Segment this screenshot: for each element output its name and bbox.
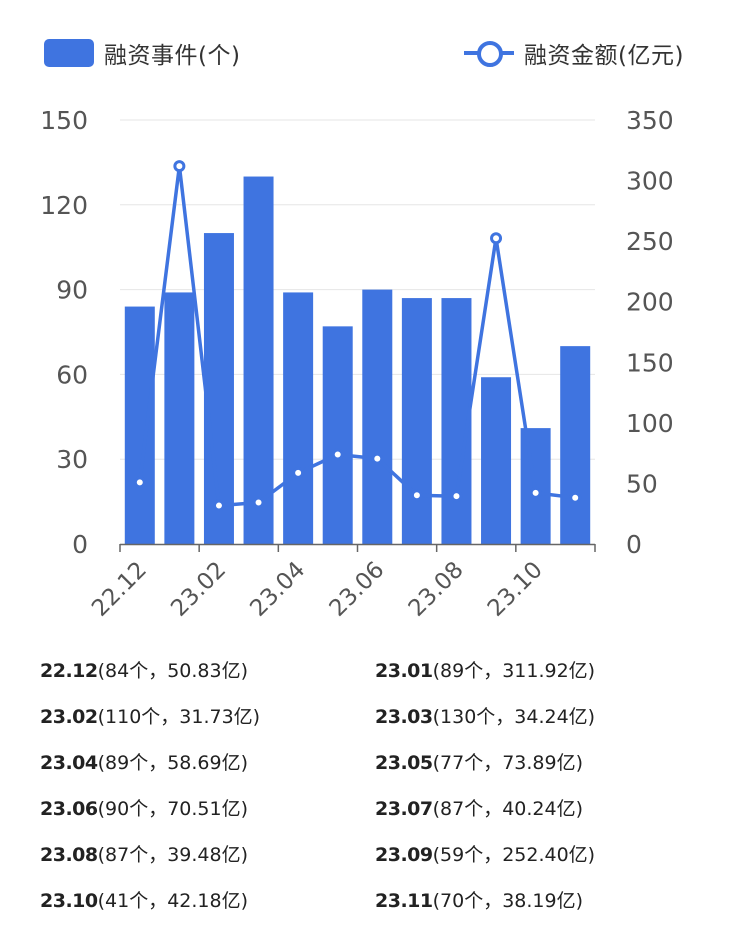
bar-22.12 (124, 306, 155, 544)
stat-row: 23.06(90个，70.51亿) 23.07(87个，40.24亿) (40, 790, 730, 836)
stat-detail: (70个，38.19亿) (432, 890, 584, 912)
stat-detail: (110个，31.73亿) (97, 706, 261, 728)
amount-point-22.12 (133, 476, 146, 489)
x-tick-label: 23.08 (404, 557, 469, 622)
amount-point-23.04 (292, 466, 305, 479)
stat-month: 23.06 (40, 798, 98, 820)
stat-detail: (89个，58.69亿) (97, 752, 249, 774)
y-right-tick-label: 50 (626, 469, 658, 498)
stat-month: 23.04 (40, 752, 98, 774)
stat-item: 23.02(110个，31.73亿) (40, 698, 375, 744)
stat-month: 23.08 (40, 844, 98, 866)
stat-item: 22.12(84个，50.83亿) (40, 652, 375, 698)
x-tick-label: 23.10 (483, 557, 548, 622)
y-right-tick-label: 100 (626, 409, 674, 438)
stat-row: 23.08(87个，39.48亿) 23.09(59个，252.40亿) (40, 836, 730, 882)
stat-detail: (41个，42.18亿) (97, 890, 249, 912)
y-left-tick-label: 120 (40, 191, 88, 220)
bar-23.04 (283, 292, 314, 544)
stat-item: 23.04(89个，58.69亿) (40, 744, 375, 790)
x-tick-label: 23.02 (166, 557, 231, 622)
stat-detail: (89个，311.92亿) (432, 660, 596, 682)
bar-23.11 (560, 346, 591, 544)
stat-row: 22.12(84个，50.83亿) 23.01(89个，311.92亿) (40, 652, 730, 698)
stat-item: 23.05(77个，73.89亿) (375, 744, 710, 790)
amount-point-23.01 (173, 160, 186, 173)
stat-item: 23.06(90个，70.51亿) (40, 790, 375, 836)
amount-point-23.10 (529, 486, 542, 499)
bar-23.07 (401, 298, 432, 544)
legend-label-events: 融资事件(个) (104, 43, 241, 69)
stat-month: 23.07 (375, 798, 433, 820)
stat-row: 23.10(41个，42.18亿) 23.11(70个，38.19亿) (40, 882, 730, 928)
x-tick-label: 23.06 (325, 557, 390, 622)
bar-23.01 (164, 292, 195, 544)
y-right-tick-label: 0 (626, 530, 642, 559)
y-right-tick-label: 150 (626, 348, 674, 377)
bar-23.03 (243, 176, 274, 545)
y-left-tick-label: 60 (56, 360, 88, 389)
x-tick-label: 22.12 (87, 557, 152, 622)
amount-point-23.09 (490, 232, 503, 245)
y-right-tick-label: 350 (626, 106, 674, 135)
stat-month: 23.03 (375, 706, 433, 728)
stat-detail: (130个，34.24亿) (432, 706, 596, 728)
stat-item: 23.01(89个，311.92亿) (375, 652, 710, 698)
y-right-tick-label: 300 (626, 167, 674, 196)
stat-detail: (84个，50.83亿) (97, 660, 249, 682)
stat-item: 23.09(59个，252.40亿) (375, 836, 710, 882)
y-left-tick-label: 30 (56, 445, 88, 474)
amount-point-23.02 (212, 499, 225, 512)
stat-month: 23.09 (375, 844, 433, 866)
amount-point-23.11 (569, 491, 582, 504)
stat-item: 23.10(41个，42.18亿) (40, 882, 375, 928)
stat-detail: (87个，39.48亿) (97, 844, 249, 866)
stat-detail: (90个，70.51亿) (97, 798, 249, 820)
stat-month: 23.10 (40, 890, 98, 912)
stat-row: 23.02(110个，31.73亿) 23.03(130个，34.24亿) (40, 698, 730, 744)
y-left-tick-label: 0 (72, 530, 88, 559)
stat-item: 23.11(70个，38.19亿) (375, 882, 710, 928)
legend-item-events[interactable]: 融资事件(个) (44, 36, 240, 70)
stat-month: 23.05 (375, 752, 433, 774)
amount-point-23.05 (331, 448, 344, 461)
y-right-tick-label: 250 (626, 227, 674, 256)
stat-month: 23.11 (375, 890, 433, 912)
stat-item: 23.03(130个，34.24亿) (375, 698, 710, 744)
stat-detail: (59个，252.40亿) (432, 844, 596, 866)
stat-month: 22.12 (40, 660, 98, 682)
legend-label-amount: 融资金额(亿元) (524, 43, 684, 69)
legend-line-icon (464, 39, 515, 67)
stat-item: 23.07(87个，40.24亿) (375, 790, 710, 836)
amount-point-23.07 (410, 489, 423, 502)
chart-legend: 融资事件(个) 融资金额(亿元) (0, 36, 750, 72)
y-right-tick-label: 200 (626, 288, 674, 317)
x-tick-label: 23.04 (245, 557, 310, 622)
stat-month: 23.02 (40, 706, 98, 728)
stat-row: 23.04(89个，58.69亿) 23.05(77个，73.89亿) (40, 744, 730, 790)
legend-bar-swatch (44, 39, 94, 67)
amount-line (138, 164, 576, 508)
stat-detail: (77个，73.89亿) (432, 752, 584, 774)
bar-23.06 (362, 289, 393, 544)
stat-item: 23.08(87个，39.48亿) (40, 836, 375, 882)
amount-point-23.06 (371, 452, 384, 465)
legend-item-amount[interactable]: 融资金额(亿元) (464, 36, 684, 70)
amount-point-23.08 (450, 490, 463, 503)
stat-month: 23.01 (375, 660, 433, 682)
amount-point-23.03 (252, 496, 265, 509)
y-left-tick-label: 150 (40, 106, 88, 135)
y-left-tick-label: 90 (56, 276, 88, 305)
bar-23.09 (481, 377, 512, 544)
monthly-stats-list: 22.12(84个，50.83亿) 23.01(89个，311.92亿) 23.02… (40, 652, 730, 928)
stat-detail: (87个，40.24亿) (432, 798, 584, 820)
bar-23.05 (322, 326, 353, 544)
